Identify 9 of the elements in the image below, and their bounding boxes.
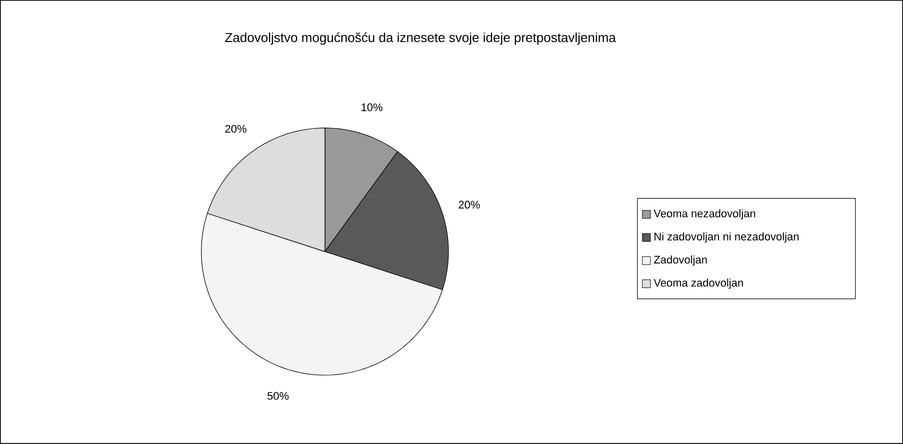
- data-label: 20%: [225, 125, 246, 133]
- legend-label: Ni zadovoljan ni nezadovoljan: [654, 232, 799, 243]
- data-label: 20%: [458, 200, 480, 209]
- legend-label: Veoma zadovoljan: [654, 278, 743, 289]
- data-label: 50%: [267, 392, 289, 400]
- chart-title: Zadovoljstvo mogućnošću da iznesete svoje ideje pretpostavljenima: [225, 32, 616, 45]
- legend-label: Zadovoljan: [654, 256, 707, 266]
- data-label: 10%: [362, 103, 382, 112]
- legend-label: Veoma nezadovoljan: [654, 209, 756, 220]
